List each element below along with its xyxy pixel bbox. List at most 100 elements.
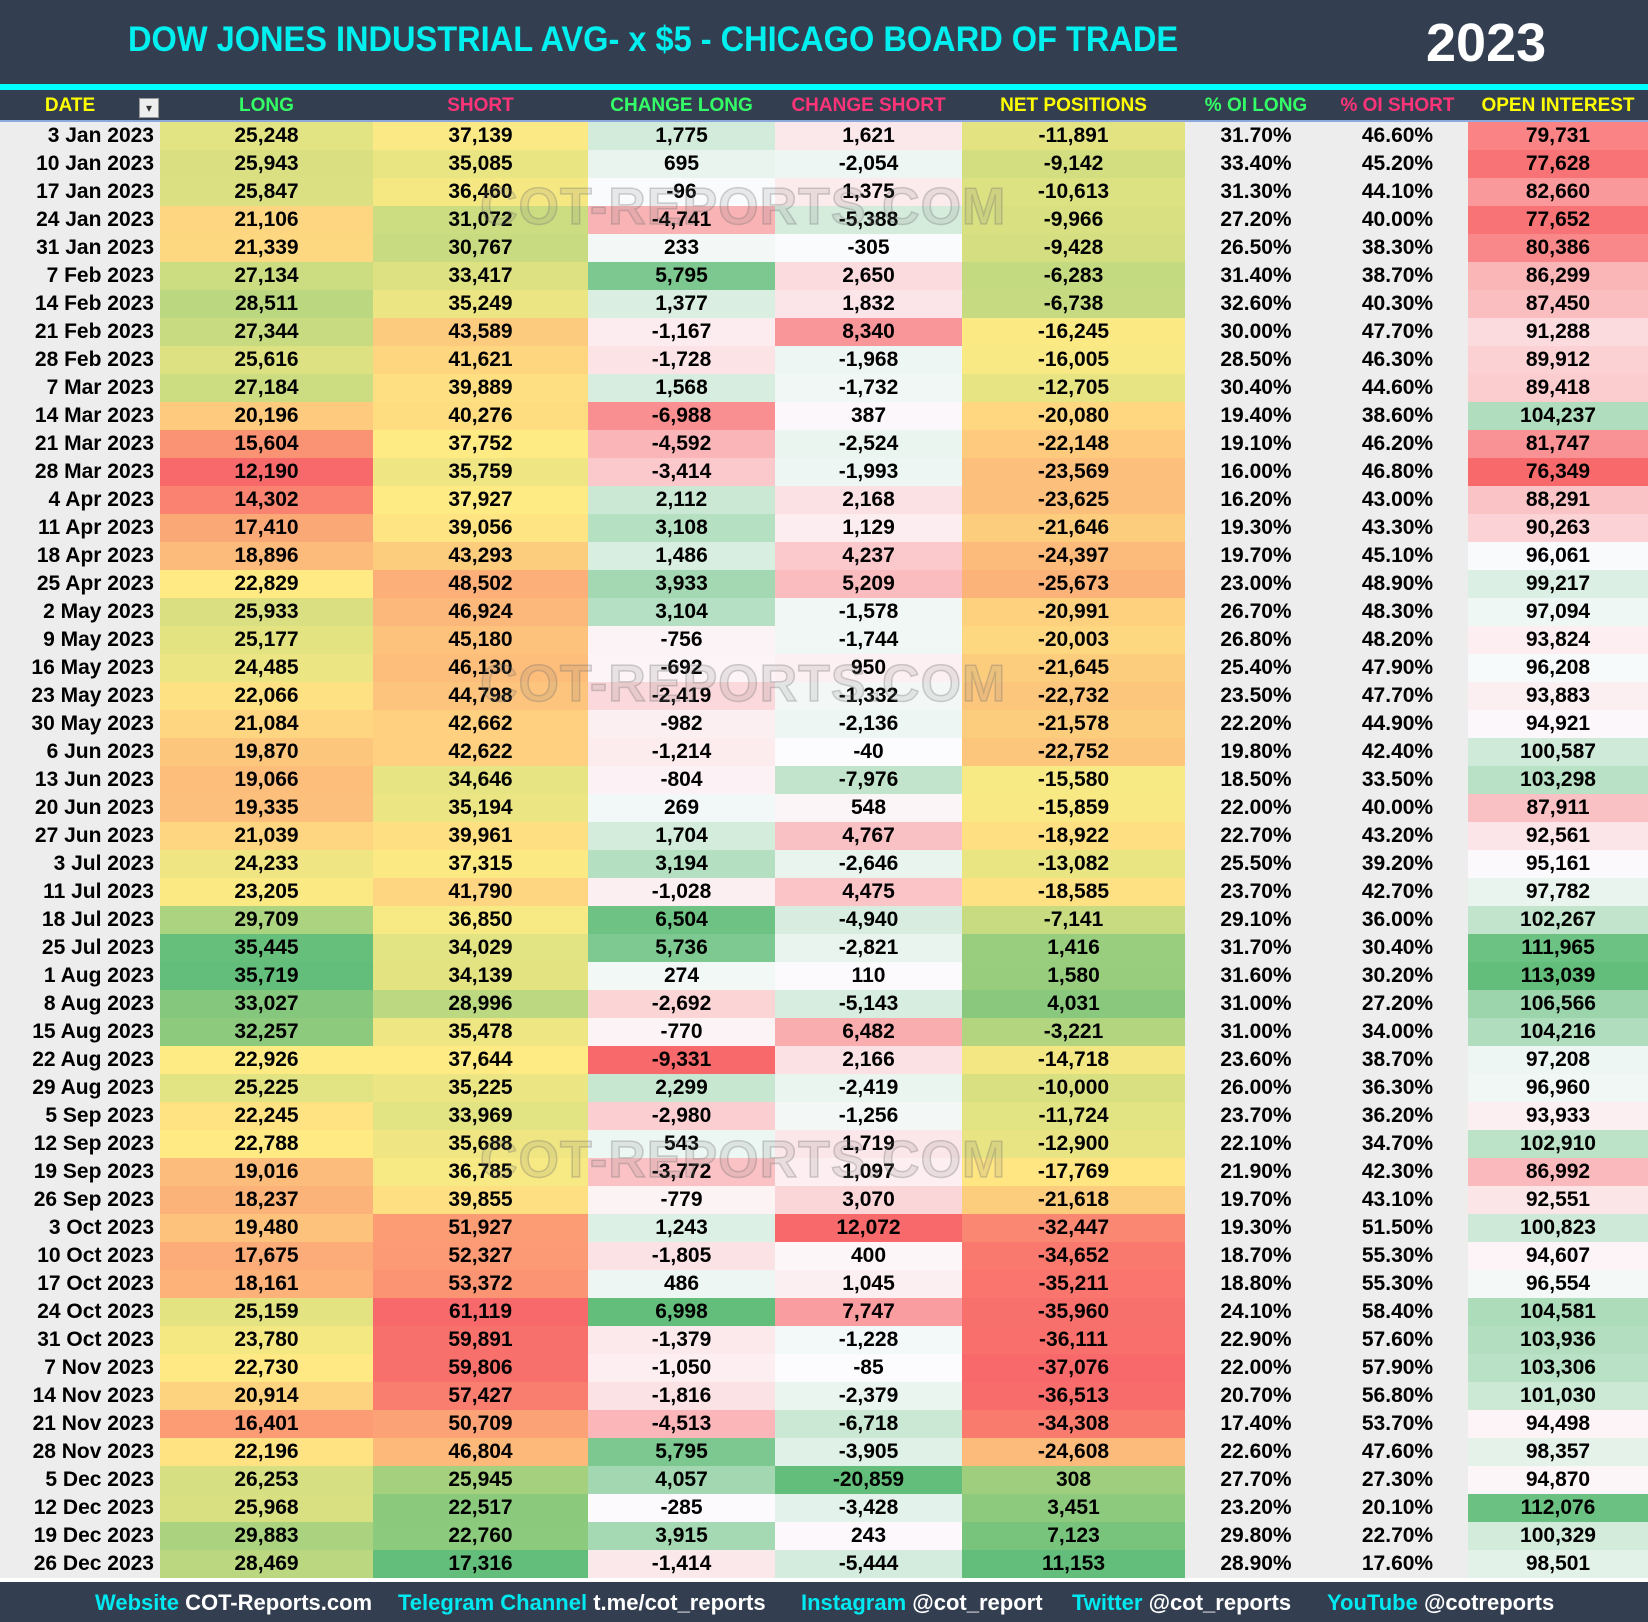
footer-link-telegram-channel[interactable]: Telegram Channel t.me/cot_reports: [398, 1590, 766, 1616]
cell-long: 27,134: [160, 262, 373, 290]
cell-open-interest: 76,349: [1468, 458, 1648, 486]
cell-open-interest: 94,607: [1468, 1242, 1648, 1270]
cell-oi-long-pct: 24.10%: [1185, 1298, 1327, 1326]
cell-open-interest: 97,782: [1468, 878, 1648, 906]
cell-change-short: -1,968: [775, 346, 962, 374]
cell-short: 17,316: [373, 1550, 588, 1578]
cell-date: 18 Apr 2023: [0, 542, 160, 570]
footer-links: Website COT-Reports.com Telegram Channel …: [0, 1582, 1648, 1622]
cell-net-positions: -17,769: [962, 1158, 1185, 1186]
cell-change-short: -4,940: [775, 906, 962, 934]
cell-long: 17,410: [160, 514, 373, 542]
cell-long: 32,257: [160, 1018, 373, 1046]
table-row: 7 Nov 2023 22,730 59,806 -1,050 -85 -37,076 22…: [0, 1354, 1648, 1382]
cell-short: 41,621: [373, 346, 588, 374]
filter-dropdown-icon[interactable]: ▾: [139, 98, 159, 118]
cell-change-short: -20,859: [775, 1466, 962, 1494]
table-row: 8 Aug 2023 33,027 28,996 -2,692 -5,143 4,031 3…: [0, 990, 1648, 1018]
cell-open-interest: 82,660: [1468, 178, 1648, 206]
cell-change-long: 3,108: [588, 514, 775, 542]
cell-oi-short-pct: 34.70%: [1327, 1130, 1468, 1158]
cell-date: 5 Sep 2023: [0, 1102, 160, 1130]
cell-short: 39,056: [373, 514, 588, 542]
cell-change-long: -804: [588, 766, 775, 794]
cell-change-short: 1,719: [775, 1130, 962, 1158]
table-row: 7 Mar 2023 27,184 39,889 1,568 -1,732 -12,705…: [0, 374, 1648, 402]
cell-change-long: 5,736: [588, 934, 775, 962]
cell-short: 31,072: [373, 206, 588, 234]
cell-date: 6 Jun 2023: [0, 738, 160, 766]
cell-change-long: 3,915: [588, 1522, 775, 1550]
cell-change-long: 3,194: [588, 850, 775, 878]
cell-date: 5 Dec 2023: [0, 1466, 160, 1494]
cell-net-positions: -12,705: [962, 374, 1185, 402]
cell-change-short: -2,136: [775, 710, 962, 738]
cell-long: 33,027: [160, 990, 373, 1018]
cell-oi-short-pct: 36.00%: [1327, 906, 1468, 934]
cell-short: 52,327: [373, 1242, 588, 1270]
cell-short: 46,130: [373, 654, 588, 682]
cell-oi-long-pct: 22.00%: [1185, 1354, 1327, 1382]
cell-short: 53,372: [373, 1270, 588, 1298]
cell-short: 37,644: [373, 1046, 588, 1074]
cell-change-short: 387: [775, 402, 962, 430]
footer-link-twitter[interactable]: Twitter @cot_reports: [1072, 1590, 1291, 1616]
cell-date: 25 Jul 2023: [0, 934, 160, 962]
table-row: 21 Feb 2023 27,344 43,589 -1,167 8,340 -16,24…: [0, 318, 1648, 346]
cell-change-short: -1,744: [775, 626, 962, 654]
cell-date: 18 Jul 2023: [0, 906, 160, 934]
cell-short: 43,589: [373, 318, 588, 346]
cell-change-short: 400: [775, 1242, 962, 1270]
cell-net-positions: -24,608: [962, 1438, 1185, 1466]
cell-open-interest: 81,747: [1468, 430, 1648, 458]
cell-net-positions: -13,082: [962, 850, 1185, 878]
cell-net-positions: -18,922: [962, 822, 1185, 850]
cell-long: 18,161: [160, 1270, 373, 1298]
footer-link-youtube[interactable]: YouTube @cotreports: [1327, 1590, 1554, 1616]
cell-oi-long-pct: 18.70%: [1185, 1242, 1327, 1270]
cell-oi-long-pct: 23.70%: [1185, 1102, 1327, 1130]
cell-net-positions: -34,308: [962, 1410, 1185, 1438]
cell-date: 10 Jan 2023: [0, 150, 160, 178]
cell-change-long: -4,592: [588, 430, 775, 458]
cell-open-interest: 87,450: [1468, 290, 1648, 318]
cell-net-positions: -20,991: [962, 598, 1185, 626]
cell-long: 25,159: [160, 1298, 373, 1326]
cell-oi-short-pct: 46.60%: [1327, 122, 1468, 150]
cell-short: 59,806: [373, 1354, 588, 1382]
cell-oi-short-pct: 58.40%: [1327, 1298, 1468, 1326]
cell-oi-short-pct: 20.10%: [1327, 1494, 1468, 1522]
cell-oi-long-pct: 23.20%: [1185, 1494, 1327, 1522]
cell-date: 2 May 2023: [0, 598, 160, 626]
cell-oi-long-pct: 23.50%: [1185, 682, 1327, 710]
cell-change-long: -2,419: [588, 682, 775, 710]
cell-net-positions: -21,646: [962, 514, 1185, 542]
cell-oi-short-pct: 46.80%: [1327, 458, 1468, 486]
cell-change-short: 1,097: [775, 1158, 962, 1186]
cell-date: 27 Jun 2023: [0, 822, 160, 850]
cell-open-interest: 94,870: [1468, 1466, 1648, 1494]
cell-long: 29,883: [160, 1522, 373, 1550]
cell-oi-short-pct: 27.30%: [1327, 1466, 1468, 1494]
cell-short: 37,752: [373, 430, 588, 458]
footer-link-instagram[interactable]: Instagram @cot_report: [801, 1590, 1043, 1616]
cell-change-short: 5,209: [775, 570, 962, 598]
cell-oi-short-pct: 33.50%: [1327, 766, 1468, 794]
footer-link-website[interactable]: Website COT-Reports.com: [95, 1590, 372, 1616]
cell-change-short: 4,475: [775, 878, 962, 906]
cell-date: 7 Mar 2023: [0, 374, 160, 402]
cell-change-short: -1,256: [775, 1102, 962, 1130]
cell-open-interest: 96,960: [1468, 1074, 1648, 1102]
divider: [0, 84, 1648, 90]
cell-open-interest: 104,237: [1468, 402, 1648, 430]
table-row: 11 Jul 2023 23,205 41,790 -1,028 4,475 -18,58…: [0, 878, 1648, 906]
cell-date: 17 Jan 2023: [0, 178, 160, 206]
cell-short: 25,945: [373, 1466, 588, 1494]
cell-long: 28,511: [160, 290, 373, 318]
cell-change-short: -7,976: [775, 766, 962, 794]
cell-date: 1 Aug 2023: [0, 962, 160, 990]
cell-date: 11 Apr 2023: [0, 514, 160, 542]
cell-net-positions: 308: [962, 1466, 1185, 1494]
year-label: 2023: [1426, 13, 1547, 73]
cell-oi-long-pct: 16.20%: [1185, 486, 1327, 514]
